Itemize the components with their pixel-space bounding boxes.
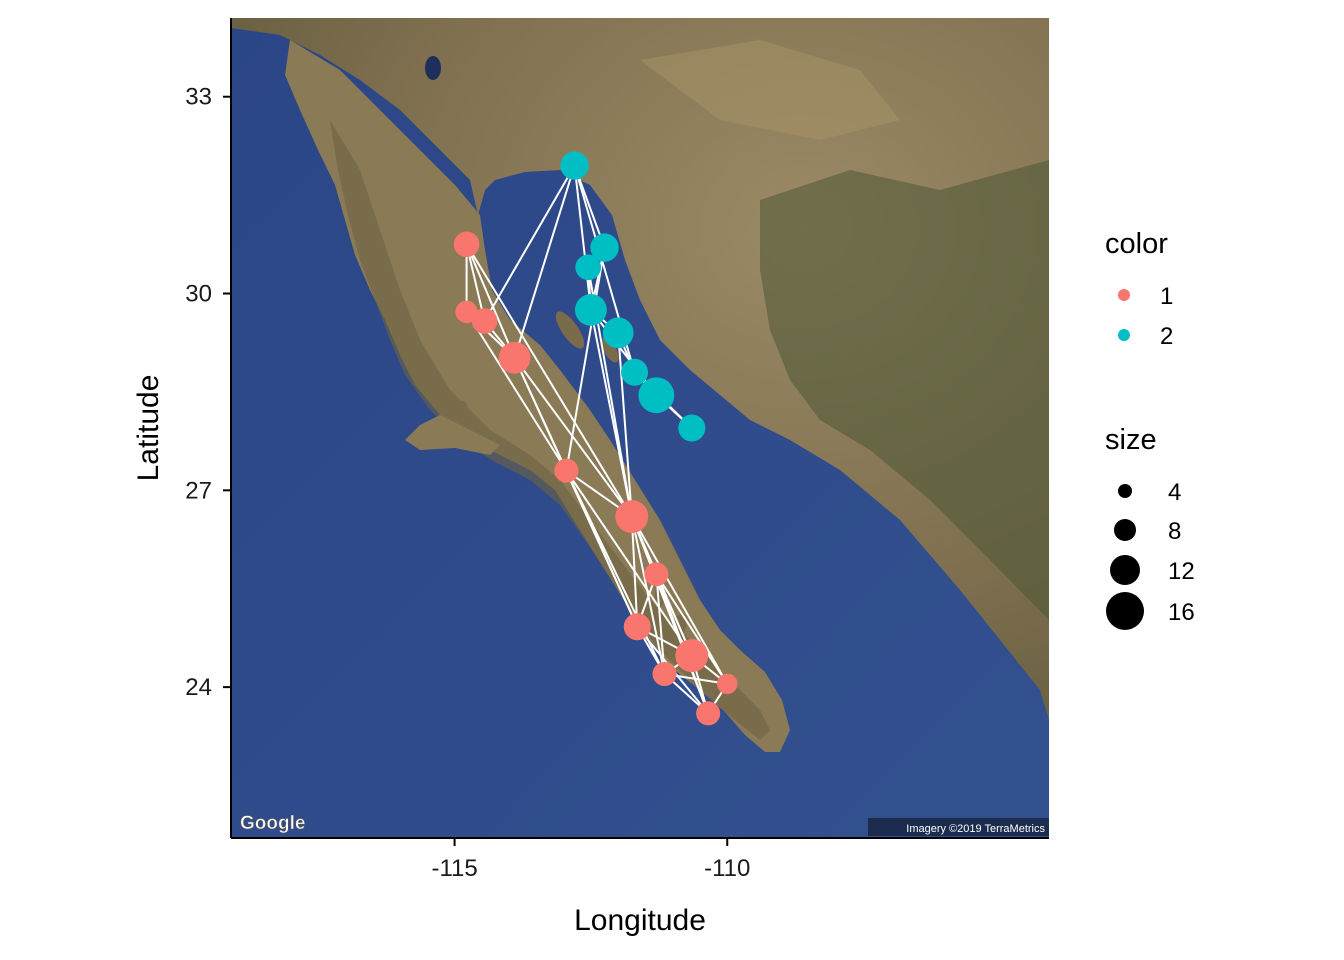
legend-color-label: 1 [1160,283,1173,310]
legend-size-label: 12 [1168,558,1195,585]
y-axis-title: Latitude [132,375,165,482]
legend-size-key [1106,592,1144,630]
legend-size-key [1118,484,1132,498]
network-edge [513,357,633,518]
legend-color: color 1 2 [1105,228,1173,350]
mainland-mountains [760,160,1049,620]
network-edge [513,165,576,359]
network-edge [573,165,592,311]
site-point [652,661,677,687]
network-edge [630,516,639,627]
site-point [471,308,498,334]
network-edge [655,573,729,685]
legend-size-key [1110,555,1140,585]
legend-color-key [1118,329,1130,341]
legend-size-key [1114,519,1136,541]
legend-size-title: size [1105,424,1157,456]
site-point [498,341,531,374]
network-edge [565,247,606,471]
legend-color-label: 2 [1160,323,1173,350]
network-edge [465,244,486,322]
legend-size-label: 16 [1168,599,1195,626]
site-point [644,562,669,587]
network-edge [565,470,693,657]
site-point [696,701,721,726]
site-point [675,639,709,673]
site-point [678,414,706,442]
site-point [590,233,619,262]
lake [425,56,441,80]
network-edge [465,243,516,359]
satellite-basemap [231,18,1049,838]
network-edge [465,311,568,472]
google-logo: Google [240,813,305,834]
site-point [575,254,602,281]
y-tick-label: 24 [185,674,212,701]
site-point [574,293,607,326]
network-edge [630,516,729,685]
legend-size-label: 4 [1168,479,1181,506]
site-point [717,673,738,695]
y-tick-label: 30 [185,281,212,308]
legend-color-title: color [1105,228,1168,260]
y-tick-label: 27 [185,477,212,504]
site-point [638,377,675,414]
points-layer [453,151,738,726]
network-edge [589,309,633,517]
legend-size: size 4 8 12 16 [1105,424,1195,630]
x-axis-title: Longitude [574,904,706,937]
network-edge [465,243,633,518]
x-tick-label: -110 [704,855,750,882]
legend-size-label: 8 [1168,518,1181,545]
site-point [560,151,589,180]
site-point [621,358,649,386]
network-edge [483,165,576,322]
site-point [623,613,651,641]
ticks-layer: -115 -110 33 30 27 24 [185,84,750,882]
attribution-text: Imagery ©2019 TerraMetrics [906,823,1045,835]
site-point [455,300,478,324]
site-point [453,231,480,258]
island [601,337,619,363]
x-tick-label: -115 [431,855,477,882]
y-tick-label: 33 [185,84,212,111]
legend-color-key [1118,289,1130,301]
site-point [602,317,634,349]
attribution-background [868,818,1049,836]
island [555,311,585,349]
island [458,401,468,419]
network-edge [617,332,633,517]
site-point [615,500,649,534]
site-point [554,458,579,483]
